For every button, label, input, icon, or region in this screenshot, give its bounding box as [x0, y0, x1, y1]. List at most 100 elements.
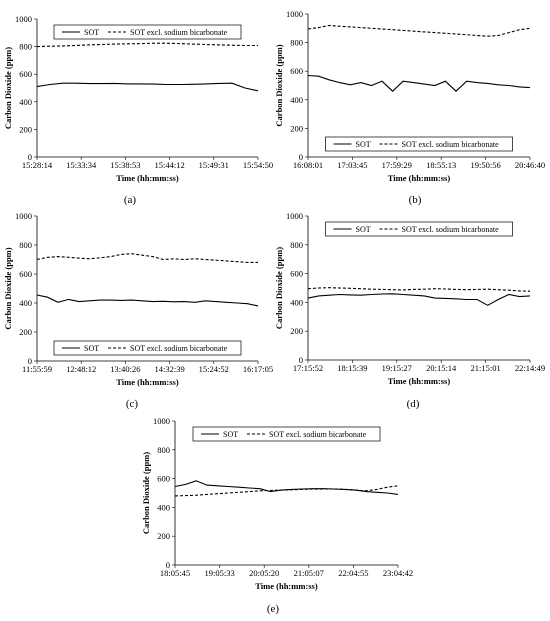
y-tick-label: 0 [299, 355, 303, 365]
x-tick-label: 15:54:50 [243, 160, 273, 170]
y-tick-label: 1000 [15, 211, 32, 221]
x-tick-label: 15:28:14 [22, 160, 53, 170]
chart-panel: 0 200 400 600 800 1000 11:55:59 12:48:12 13:40:2… [3, 211, 273, 410]
x-tick-label: 17:15:52 [293, 363, 323, 373]
y-tick-label: 0 [299, 152, 303, 162]
x-tick-label: 21:15:01 [470, 363, 500, 373]
y-axis-title: Carbon Dioxide (ppm) [274, 247, 284, 329]
legend: SOT SOT excl. sodium bicarbonate [53, 340, 242, 356]
legend-label-sot: SOT [84, 344, 99, 353]
legend: SOT SOT excl. sodium bicarbonate [325, 136, 513, 152]
panel-label: (e) [267, 603, 280, 615]
panel-label: (d) [407, 398, 420, 410]
y-tick-label: 200 [290, 326, 303, 336]
x-tick-label: 19:15:27 [382, 363, 412, 373]
x-tick-label: 15:24:52 [199, 364, 229, 374]
legend-box [325, 136, 513, 152]
y-tick-label: 200 [19, 124, 32, 134]
series-line-sot [36, 82, 259, 92]
x-tick-label: 18:15:39 [337, 363, 367, 373]
y-tick-label: 1000 [15, 14, 32, 24]
series-line-sot [174, 480, 399, 495]
x-tick-label: 13:40:26 [110, 364, 140, 374]
chart-panel: 0 200 400 600 800 1000 16:08:01 17:03:45 17:59:2… [274, 9, 545, 206]
y-tick-label: 800 [19, 42, 32, 52]
legend-label-sot: SOT [84, 28, 99, 37]
legend-label-sot: SOT [223, 430, 238, 439]
y-tick-label: 800 [157, 445, 170, 455]
x-tick-label: 11:55:59 [22, 364, 52, 374]
x-tick-label: 14:32:39 [154, 364, 184, 374]
chart-panel: 0 200 400 600 800 1000 17:15:52 18:15:39 19:15:2… [274, 211, 545, 410]
legend-label-sot-excl: SOT excl. sodium bicarbonate [130, 28, 228, 37]
x-axis-title: Time (hh:mm:ss) [116, 173, 179, 183]
chart-panel: 0 200 400 600 800 1000 18:05:45 19:05:33 20:05:2… [141, 416, 413, 615]
x-tick-label: 15:38:53 [110, 160, 140, 170]
x-tick-label: 16:17:05 [243, 364, 273, 374]
legend: SOT SOT excl. sodium bicarbonate [192, 426, 381, 442]
legend-label-sot-excl: SOT excl. sodium bicarbonate [130, 344, 228, 353]
y-axis-title: Carbon Dioxide (ppm) [3, 47, 13, 129]
legend-label-sot: SOT [356, 225, 371, 234]
series-line-sot-excl [36, 253, 258, 263]
y-tick-label: 200 [290, 123, 303, 133]
series-line-sot [36, 294, 259, 307]
series-line-sot-excl [36, 42, 258, 48]
y-tick-label: 200 [157, 531, 170, 541]
x-tick-label: 20:46:40 [515, 160, 545, 170]
y-axis-title: Carbon Dioxide (ppm) [274, 44, 284, 126]
y-tick-label: 600 [19, 69, 32, 79]
x-axis-title: Time (hh:mm:ss) [388, 376, 451, 386]
chart-panel: 0 200 400 600 800 1000 15:28:14 15:33:34 15:38:5… [3, 14, 273, 206]
legend-label-sot: SOT [356, 140, 371, 149]
y-tick-label: 400 [157, 502, 170, 512]
x-tick-label: 18:55:13 [426, 160, 456, 170]
y-tick-label: 1000 [153, 416, 170, 426]
series-line-sot-excl [307, 24, 531, 37]
x-tick-label: 12:48:12 [66, 364, 96, 374]
x-tick-label: 22:14:49 [515, 363, 545, 373]
y-axis-title: Carbon Dioxide (ppm) [3, 247, 13, 329]
y-tick-label: 400 [290, 95, 303, 105]
x-tick-label: 19:05:33 [204, 568, 234, 578]
y-tick-label: 0 [28, 152, 32, 162]
legend-box [192, 426, 381, 442]
legend-box [325, 221, 513, 237]
x-axis-title: Time (hh:mm:ss) [255, 581, 318, 591]
x-tick-label: 20:15:14 [426, 363, 457, 373]
legend: SOT SOT excl. sodium bicarbonate [325, 221, 513, 237]
y-tick-label: 600 [290, 66, 303, 76]
x-axis-title: Time (hh:mm:ss) [116, 377, 179, 387]
series-line-sot-excl [174, 485, 399, 497]
legend-label-sot-excl: SOT excl. sodium bicarbonate [402, 140, 500, 149]
x-tick-label: 17:03:45 [337, 160, 367, 170]
y-axis-title: Carbon Dioxide (ppm) [141, 452, 151, 534]
panel-label: (a) [124, 194, 137, 206]
y-tick-label: 1000 [286, 9, 303, 19]
panel-label: (b) [409, 194, 422, 206]
x-tick-label: 19:50:56 [470, 160, 500, 170]
x-tick-label: 17:59:29 [382, 160, 412, 170]
y-tick-label: 1000 [286, 211, 303, 221]
legend-box [53, 24, 242, 40]
y-tick-label: 800 [290, 38, 303, 48]
y-tick-label: 400 [19, 97, 32, 107]
series-line-sot [307, 293, 531, 306]
legend: SOT SOT excl. sodium bicarbonate [53, 24, 242, 40]
y-tick-label: 800 [290, 240, 303, 250]
y-tick-label: 600 [157, 474, 170, 484]
series-line-sot [307, 74, 531, 92]
y-tick-label: 600 [290, 269, 303, 279]
legend-box [53, 340, 242, 356]
x-tick-label: 15:33:34 [66, 160, 97, 170]
x-tick-label: 16:08:01 [293, 160, 323, 170]
y-tick-label: 0 [166, 560, 170, 570]
y-tick-label: 600 [19, 269, 32, 279]
x-tick-label: 21:05:07 [294, 568, 324, 578]
x-tick-label: 22:04:55 [338, 568, 368, 578]
x-tick-label: 15:44:12 [154, 160, 184, 170]
x-tick-label: 23:04:42 [383, 568, 413, 578]
x-tick-label: 20:05:20 [249, 568, 279, 578]
y-tick-label: 400 [19, 298, 32, 308]
y-tick-label: 200 [19, 327, 32, 337]
